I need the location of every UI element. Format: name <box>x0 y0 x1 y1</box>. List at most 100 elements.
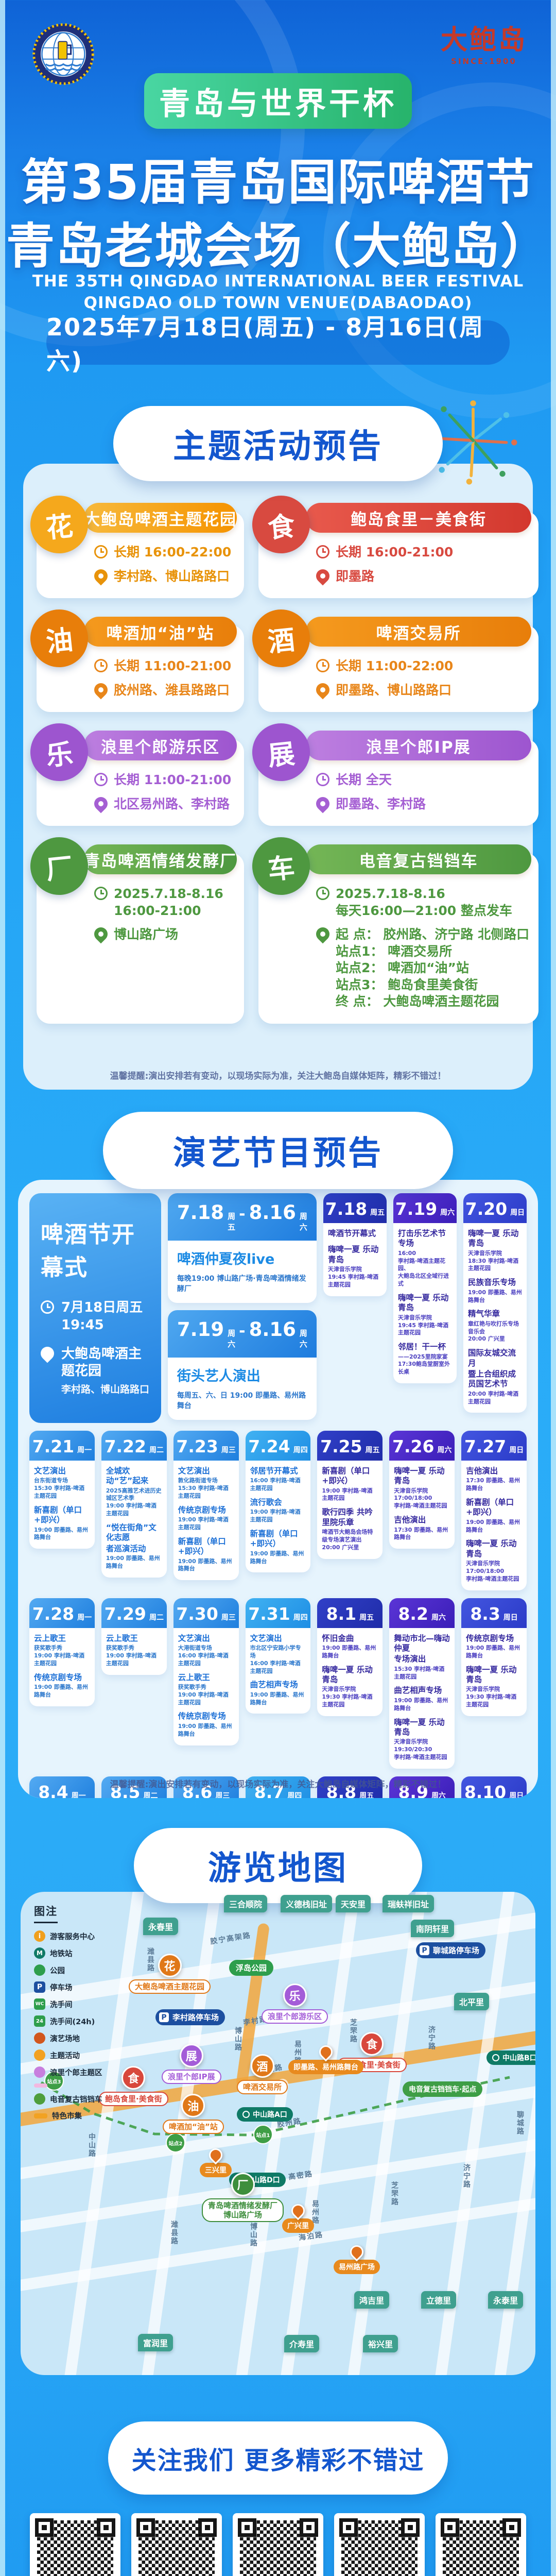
day-card: 7.18 周五 啤酒节开幕式 嗨啤一夏 乐动青岛 天津音乐学院 19:45 李村路·… <box>323 1193 387 1296</box>
location-pin-icon <box>313 794 333 813</box>
event-detail: 19:00 李村路·啤酒主题花园 <box>106 1652 157 1667</box>
location-pin-icon <box>91 680 111 699</box>
map-tram-station-marker: 站点3 <box>44 2071 64 2091</box>
map-courtyard-label: 永春里 <box>143 1918 179 1935</box>
event-detail: 李村路·啤酒主题花园、 <box>397 1257 446 1272</box>
day-card: 7.31 周四 文艺演出 市北区宁安路小学专场 16:00 李村路·啤酒主题花园 曲… <box>245 1598 311 1714</box>
event-title: 传统京剧专场 <box>178 1711 226 1721</box>
event-detail: 19:00 即墨路、易州路舞台 <box>250 1550 304 1565</box>
day-card: 7.30 周三 文艺演出 大港街道专场 16:00 李村路·啤酒主题花园 云上歌王 … <box>173 1598 239 1745</box>
legend-label: 洗手间 <box>50 2001 73 2009</box>
event-detail: 15:30 李村路·啤酒主题花园 <box>178 1485 229 1499</box>
event-title: 传统京剧专场 <box>178 1505 226 1515</box>
event-detail: 19:45 李村路·啤酒主题花园 <box>397 1321 448 1336</box>
event: 新喜剧（单口+即兴） 19:00 即墨路、易州路舞台 <box>178 1537 234 1573</box>
event-detail: 20:00 李村路·啤酒主题花园 <box>467 1390 518 1405</box>
clock-icon <box>316 659 329 672</box>
map-metro-entrance-label: 中山路B口 <box>486 2050 535 2065</box>
day-card: 8.3 周日 传统京剧专场 19:00 即墨路、易州路舞台 嗨啤一夏 乐动青岛 天… <box>461 1598 527 1716</box>
map-pin: 三兴里 <box>200 2145 232 2177</box>
day-card: 8.4周一 传统京剧专场 19:00 李村路·啤酒主题花园 <box>29 1776 95 1798</box>
event-title: 歌行四季 共吟里院乐章 <box>322 1507 373 1527</box>
event-detail: 19:45 李村路·啤酒主题花园 <box>327 1273 378 1288</box>
metro-icon <box>242 2111 250 2118</box>
event: 嗨啤一夏 乐动青岛 天津音乐学院 17:00/18:00 李村路·啤酒主题花园 <box>466 1539 522 1583</box>
parking-icon: P <box>159 2012 169 2022</box>
event-detail: 19:00 即墨路、易州路舞台 <box>466 1645 520 1659</box>
legend-label: 电音复古铛铛车 <box>50 2095 102 2104</box>
event: 舞动市北—嗨动仲夏 专场演出 15:30 李村路·啤酒主题花园 <box>394 1633 450 1680</box>
clock-icon <box>41 1300 54 1314</box>
location-pin-icon <box>313 566 333 585</box>
venue-title: 青岛老城会场（大鲍岛） <box>6 218 550 275</box>
qr-item: 大鲍岛1900抖音 <box>436 2513 526 2576</box>
since-1900-text: SINCE.1900 <box>451 57 517 66</box>
event-detail: 敦化路街道专场 <box>178 1477 218 1484</box>
event-detail: 17:00/18:00 <box>466 1567 505 1574</box>
event: 嗨啤一夏 乐动青岛 天津音乐学院 18:30 李村路·啤酒主题花园 <box>468 1229 522 1273</box>
legend-item: 公园 <box>34 1964 124 1976</box>
event-detail: 2025高雅艺术进历史城区艺术季 <box>106 1487 162 1502</box>
activities-grid: 花 大鲍岛啤酒主题花园 长期 16:00-22:00 李村路、博山路路口 食 鲍… <box>27 493 539 1024</box>
activity-location-row: 李村路、博山路路口 <box>91 566 235 585</box>
map-courtyard-label: 介寿里 <box>284 2335 320 2352</box>
event: 嗨啤一夏 乐动青岛 天津音乐学院 17:00/18:00 李村路·啤酒主题花园 <box>394 1466 450 1510</box>
map-poi-label: 大鲍岛啤酒主题花园 <box>129 1979 211 1994</box>
map-poi-label: 浪里个郎游乐区 <box>262 2009 328 2024</box>
legend-label: 浪里个郎主题区 <box>50 2069 102 2077</box>
road-name-label: 芝罘路 <box>390 2181 398 2206</box>
event-detail: 李村路·啤酒主题花园 <box>394 1502 447 1510</box>
event-detail: 天津音乐学院 <box>466 1686 500 1693</box>
legend-label: 地铁站 <box>50 1950 73 1958</box>
event: 吉他演出 17:30 即墨路、易州路舞台 <box>394 1515 450 1541</box>
event-title: 曲艺相声专场 <box>250 1680 298 1690</box>
activity-card: 花 大鲍岛啤酒主题花园 长期 16:00-22:00 李村路、博山路路口 <box>27 493 244 598</box>
map-pin-label: 即墨路、易州路舞台 <box>288 2060 363 2074</box>
day-card: 8.7周四 传统京剧专场 19:00 李村路·啤酒主题花园 <box>245 1776 311 1798</box>
event-detail: 19:30 李村路·啤酒主题花园 <box>466 1693 517 1708</box>
map-tram-station-marker: 站点2 <box>166 2133 185 2153</box>
map-poi-label: 鲍岛食里·美食街 <box>99 2092 168 2106</box>
map-pin-label: 三兴里 <box>200 2163 232 2177</box>
event-detail: 李村路·啤酒主题花园 <box>394 1753 447 1760</box>
legend-swatch-icon <box>34 1964 45 1976</box>
map-poi: 食 鲍岛食里·美食街 <box>337 2032 407 2072</box>
legend-item: 24 洗手间(24h) <box>34 2015 124 2027</box>
dabaodao-1900-logo: 大鲍岛 SINCE.1900 <box>441 27 527 66</box>
legend-label: 特色市集 <box>52 2112 82 2121</box>
day-card: 7.27 周日 吉他演出 17:30 即墨路、易州路舞台 新喜剧（单口+即兴） 1… <box>461 1430 527 1590</box>
map-courtyard-label: 义德栈旧址 <box>281 1895 333 1912</box>
activity-location-row: 北区易州路、李村路 <box>91 794 235 813</box>
day-header: 7.19 周六 <box>393 1193 457 1223</box>
qr-code <box>436 2513 526 2576</box>
map-courtyard-label: 富润里 <box>138 2334 173 2351</box>
section-title-follow: 关注我们 更多精彩不错过 <box>108 2421 448 2495</box>
activity-location: 即墨路、博山路路口 <box>336 682 452 698</box>
opening-ceremony-card: 啤酒节开幕式 7月18日周五 19:45 大鲍岛啤酒主题花园 李村路、博山路路口 <box>29 1193 161 1423</box>
event-title: 嗨啤一夏 乐动青岛 <box>466 1665 517 1685</box>
event-detail: 19:00 即墨路、易州路舞台 <box>467 1289 522 1303</box>
location-pin-icon <box>38 1344 57 1363</box>
event-detail: 17:00/18:00 <box>394 1495 432 1502</box>
map-pin-icon <box>206 2145 225 2165</box>
left-edge-stripe <box>0 0 5 2576</box>
event-detail: 天津音乐学院 <box>466 1560 500 1567</box>
day-card: 7.19 周六 打击乐艺术节专场 16:00 李村路·啤酒主题花园、 大鲍岛北区全域行… <box>393 1193 457 1384</box>
long-run-detail: 每周五、六、日 19:00 即墨路、易州路舞台 <box>177 1392 306 1410</box>
location-pin-icon <box>313 680 333 699</box>
map-poi-icon: 花 <box>158 1954 182 1977</box>
activity-card: 车 电音复古铛铛车 2025.7.18-8.16 每天16:00—21:00 整点… <box>249 834 539 1024</box>
legend-label: 演艺场地 <box>50 2035 80 2043</box>
map-pin-label: 广兴里 <box>282 2218 314 2233</box>
long-run-detail: 每晚19:00 博山路广场·青岛啤酒情绪发酵厂 <box>177 1275 306 1293</box>
event: 文艺演出 台东街道专场 15:30 李村路·啤酒主题花园 <box>34 1466 90 1500</box>
qr-code <box>334 2513 425 2576</box>
activity-location: 站点3： 鲍岛食里美食街 <box>336 977 478 992</box>
event-detail: 19:00 李村路·啤酒主题花园 <box>178 1516 229 1531</box>
activity-title: 浪里个郎IP展 <box>306 731 532 760</box>
event-title: 传统京剧专场 <box>34 1672 82 1682</box>
legend-swatch-icon <box>34 2066 45 2078</box>
activity-location-row: 博山路广场 <box>91 924 235 944</box>
event-detail: 啤酒节大鲍岛会场特级专场演艺演出 <box>322 1529 373 1543</box>
